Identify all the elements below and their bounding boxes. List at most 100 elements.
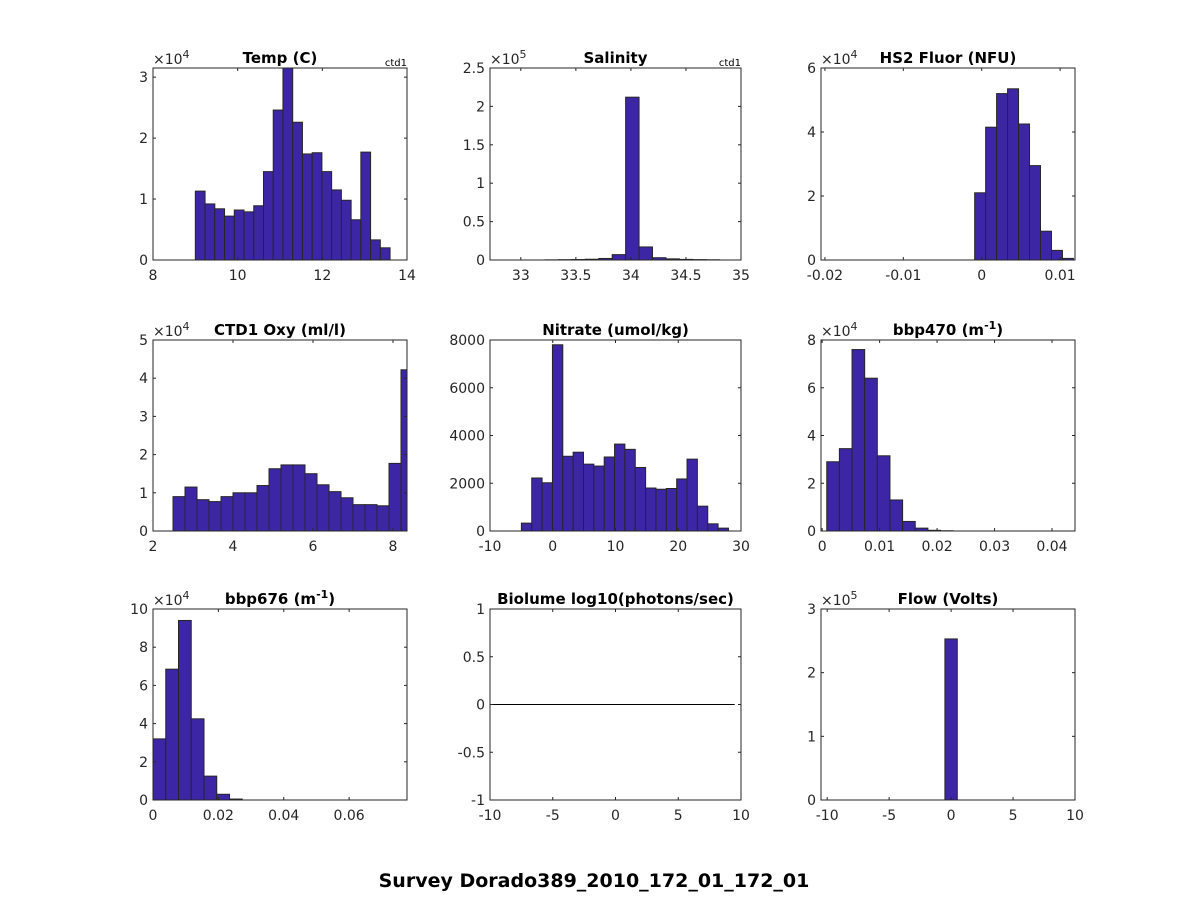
histogram-bar [562, 455, 574, 532]
histogram-bar [243, 211, 255, 261]
subplot-title: Salinity [584, 49, 648, 67]
y-tick-label: -0.5 [458, 745, 485, 761]
y-tick-label: 8000 [449, 333, 485, 349]
histogram-bar [1040, 230, 1052, 261]
histogram-bar [996, 93, 1009, 261]
x-tick-label: -10 [479, 539, 502, 555]
y-exponent-label: ×105 [490, 48, 527, 68]
histogram-bar [152, 738, 167, 801]
y-tick-label: 1 [807, 729, 816, 745]
histogram-bar [531, 477, 543, 532]
histogram-bar [304, 473, 318, 532]
x-tick-label: 8 [389, 539, 398, 555]
histogram-bar [985, 126, 998, 261]
subplot-8: -10 -5 0 5 10 -1 -0.5 0 0.5 1 Biolume log10(photon… [458, 590, 750, 824]
histogram-bar [645, 487, 657, 532]
subplot-9: -10 -5 0 5 10 0 1 2 3 ×105 Flow (Volts) [807, 589, 1084, 824]
x-tick-label: -5 [882, 808, 896, 824]
x-tick-label: 5 [1009, 808, 1018, 824]
histogram-bar [902, 520, 916, 532]
histogram-bar [292, 464, 306, 532]
x-tick-label: 0.04 [268, 808, 299, 824]
histogram-bar [1050, 249, 1063, 261]
x-tick-label: 0.04 [1036, 539, 1067, 555]
histogram-bar [340, 199, 352, 261]
histogram-bar [233, 209, 245, 261]
histogram-bar [194, 190, 206, 261]
x-tick-label: -0.02 [807, 268, 843, 284]
histogram-bar [541, 482, 553, 532]
y-tick-label: 2 [139, 448, 148, 464]
y-tick-label: 3 [807, 602, 816, 618]
histogram-bar [190, 718, 205, 801]
y-tick-label: 8 [139, 640, 148, 656]
histogram-bar [172, 496, 186, 532]
x-tick-label: 14 [398, 268, 416, 284]
histogram-bar [370, 239, 381, 261]
histogram-bar [272, 109, 284, 261]
histogram-bar [224, 215, 235, 261]
x-tick-label: 0 [977, 268, 986, 284]
x-tick-label: 10 [1066, 808, 1084, 824]
subplot-title: Nitrate (umol/kg) [542, 321, 689, 339]
y-tick-label: 2 [476, 99, 485, 115]
histogram-bar [634, 466, 647, 532]
x-tick-label: 0.02 [203, 808, 234, 824]
histogram-bar [826, 461, 840, 532]
y-tick-label: 3 [139, 70, 148, 86]
x-tick-label: 0 [149, 808, 158, 824]
y-tick-label: 0 [476, 524, 485, 540]
y-exponent-label: ×104 [153, 48, 190, 68]
y-exponent-label: ×104 [821, 320, 858, 340]
subplot-tag: ctd1 [385, 58, 407, 69]
y-tick-label: 2000 [449, 476, 485, 492]
histogram-bar [311, 152, 323, 261]
y-tick-label: 1.5 [463, 138, 485, 154]
y-tick-label: 6000 [449, 381, 485, 397]
x-tick-label: 2 [149, 539, 158, 555]
y-tick-label: 2 [807, 666, 816, 682]
histogram-bar [974, 192, 987, 261]
y-tick-label: -1 [471, 793, 485, 809]
histogram-bar [686, 458, 698, 532]
x-tick-label: -5 [546, 808, 560, 824]
histogram-bar [379, 247, 391, 261]
y-tick-label: 4000 [449, 429, 485, 445]
axes-box [820, 608, 1076, 801]
histogram-bar [253, 205, 264, 261]
x-tick-label: 10 [607, 539, 625, 555]
x-tick-label: 34.5 [670, 268, 701, 284]
histogram-bar [165, 668, 179, 801]
x-tick-label: 35 [732, 268, 750, 284]
y-tick-label: 2 [139, 755, 148, 771]
histogram-bar [328, 491, 342, 532]
histogram-bar [232, 492, 246, 532]
y-tick-label: 2 [807, 189, 816, 205]
y-tick-label: 8 [807, 333, 816, 349]
subplot-title: Temp (C) [243, 49, 318, 67]
x-tick-label: 10 [732, 808, 750, 824]
subplot-6: 0 0.01 0.02 0.03 0.04 0 2 4 6 8 ×104 bbp470 (m-1) [807, 319, 1076, 555]
histogram-bar [707, 523, 719, 532]
y-tick-label: 1 [476, 176, 485, 192]
histogram-bar [388, 462, 402, 532]
histogram-bar [851, 349, 866, 532]
x-tick-label: 0 [548, 539, 557, 555]
histogram-bar [196, 499, 210, 532]
histogram-bar [864, 377, 878, 532]
x-tick-label: 33.5 [560, 268, 591, 284]
y-tick-label: 0.5 [463, 215, 485, 231]
histogram-bar [331, 189, 342, 261]
axes-box [152, 339, 408, 532]
y-tick-label: 10 [130, 602, 148, 618]
x-tick-label: 0.01 [864, 539, 895, 555]
y-tick-label: 0 [807, 793, 816, 809]
subplot-4: 2 4 6 8 0 1 2 3 4 5 ×104 CTD1 Oxy (ml/l) [139, 320, 408, 555]
x-tick-label: 0.03 [979, 539, 1010, 555]
axes-box [152, 67, 408, 261]
subplot-3: -0.02 -0.01 0 0.01 0 2 4 6 ×104 HS2 Fluor (NFU) [807, 48, 1076, 284]
x-tick-label: -0.01 [885, 268, 921, 284]
histogram-bar [244, 492, 258, 532]
